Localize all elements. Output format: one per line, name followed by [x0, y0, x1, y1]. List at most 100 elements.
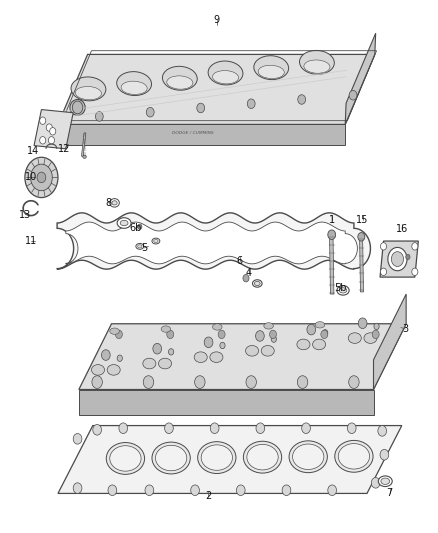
Circle shape	[37, 172, 46, 183]
Ellipse shape	[253, 280, 262, 287]
Circle shape	[169, 349, 174, 355]
Ellipse shape	[247, 445, 278, 470]
Circle shape	[328, 230, 336, 239]
Ellipse shape	[120, 220, 128, 225]
Ellipse shape	[71, 77, 106, 101]
Polygon shape	[57, 213, 371, 269]
Circle shape	[197, 103, 205, 113]
Circle shape	[145, 485, 154, 496]
Circle shape	[347, 423, 356, 433]
Ellipse shape	[136, 244, 144, 249]
Ellipse shape	[198, 442, 236, 473]
Circle shape	[49, 127, 56, 135]
Ellipse shape	[70, 100, 85, 115]
Polygon shape	[374, 294, 406, 390]
Ellipse shape	[201, 445, 233, 470]
Ellipse shape	[337, 286, 349, 295]
Circle shape	[374, 323, 379, 329]
Circle shape	[108, 485, 117, 496]
Ellipse shape	[117, 71, 152, 95]
Circle shape	[220, 342, 225, 349]
Polygon shape	[345, 33, 376, 124]
Text: 3: 3	[402, 324, 408, 334]
Text: 10: 10	[25, 172, 37, 182]
Circle shape	[255, 330, 264, 341]
Circle shape	[381, 268, 387, 276]
Circle shape	[412, 268, 418, 276]
Ellipse shape	[246, 345, 258, 356]
Polygon shape	[34, 110, 73, 149]
Text: 14: 14	[27, 146, 39, 156]
Circle shape	[271, 336, 276, 342]
Circle shape	[381, 243, 387, 250]
Circle shape	[349, 376, 359, 389]
Ellipse shape	[154, 239, 158, 243]
Circle shape	[138, 224, 142, 229]
Text: 16: 16	[396, 224, 408, 235]
Circle shape	[243, 274, 249, 282]
Text: 13: 13	[19, 209, 32, 220]
Circle shape	[119, 423, 127, 433]
Ellipse shape	[92, 365, 105, 375]
Polygon shape	[58, 54, 375, 124]
Circle shape	[210, 423, 219, 433]
Ellipse shape	[378, 476, 392, 487]
Polygon shape	[360, 237, 364, 292]
Ellipse shape	[152, 442, 190, 474]
Circle shape	[204, 337, 213, 348]
Circle shape	[328, 485, 336, 496]
Circle shape	[358, 232, 365, 241]
Polygon shape	[380, 241, 418, 277]
Ellipse shape	[289, 441, 327, 473]
Circle shape	[73, 433, 82, 444]
Ellipse shape	[297, 339, 310, 350]
Polygon shape	[79, 324, 406, 390]
Ellipse shape	[159, 358, 172, 369]
Ellipse shape	[264, 322, 273, 329]
Ellipse shape	[112, 201, 117, 205]
Circle shape	[146, 108, 154, 117]
Circle shape	[25, 157, 58, 198]
Ellipse shape	[261, 345, 274, 356]
Circle shape	[92, 376, 102, 389]
Circle shape	[153, 343, 162, 354]
Ellipse shape	[254, 281, 260, 286]
Ellipse shape	[293, 444, 324, 470]
Circle shape	[322, 329, 328, 336]
Ellipse shape	[106, 442, 145, 474]
Circle shape	[378, 425, 387, 436]
Ellipse shape	[348, 333, 361, 343]
Circle shape	[372, 330, 379, 338]
Text: 2: 2	[205, 490, 211, 500]
Circle shape	[246, 376, 256, 389]
Text: 1: 1	[329, 215, 335, 225]
Circle shape	[167, 330, 174, 338]
Text: 12: 12	[58, 144, 71, 154]
Circle shape	[406, 254, 410, 260]
Ellipse shape	[161, 326, 171, 332]
Ellipse shape	[258, 65, 284, 78]
Circle shape	[412, 243, 418, 250]
Circle shape	[102, 350, 110, 360]
Circle shape	[95, 112, 103, 121]
Ellipse shape	[210, 352, 223, 362]
Text: 4: 4	[246, 268, 252, 278]
Circle shape	[40, 117, 46, 124]
Circle shape	[165, 423, 173, 433]
Ellipse shape	[335, 440, 373, 472]
Ellipse shape	[143, 358, 156, 369]
Circle shape	[298, 95, 306, 104]
Ellipse shape	[339, 288, 347, 293]
Circle shape	[191, 485, 199, 496]
Polygon shape	[329, 236, 334, 294]
Text: 5b: 5b	[334, 282, 346, 293]
Ellipse shape	[212, 324, 222, 330]
Ellipse shape	[313, 339, 325, 350]
Text: 9: 9	[214, 15, 220, 25]
Text: 5: 5	[141, 243, 147, 253]
Ellipse shape	[110, 446, 141, 471]
Circle shape	[31, 164, 52, 191]
Ellipse shape	[162, 66, 197, 90]
Circle shape	[321, 330, 328, 338]
Ellipse shape	[194, 352, 207, 362]
